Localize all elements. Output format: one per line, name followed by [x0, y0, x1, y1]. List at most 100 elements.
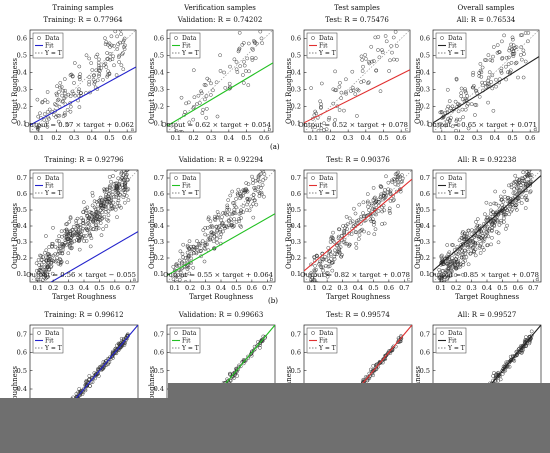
data-point: [492, 201, 497, 206]
y-tick-label: 0.4: [420, 222, 430, 230]
data-point: [382, 196, 387, 201]
scatter-panel-1-1: Training samples Training: R = 0.77964 0.1…: [11, 4, 137, 142]
data-point: [218, 53, 222, 58]
data-point: [464, 235, 468, 240]
data-point: [55, 84, 59, 89]
data-point: [68, 215, 73, 220]
data-point: [71, 224, 76, 229]
legend-data-marker: [174, 36, 178, 40]
data-point: [319, 126, 324, 131]
y-tick-label: 0.2: [420, 103, 430, 111]
y-tick-label: 0.1: [154, 270, 164, 278]
data-point: [519, 45, 524, 49]
data-point: [124, 173, 128, 178]
data-point: [34, 261, 39, 266]
data-point: [396, 175, 401, 180]
data-point: [241, 204, 246, 208]
data-point: [338, 245, 343, 249]
y-tick-label: 0.5: [154, 52, 164, 60]
data-point: [227, 223, 231, 228]
y-tick-label: 0.3: [291, 86, 301, 94]
data-point: [310, 275, 314, 280]
data-point: [238, 223, 242, 228]
data-point: [215, 228, 220, 232]
data-point: [53, 259, 58, 264]
data-point: [331, 101, 336, 106]
data-point: [319, 105, 323, 109]
data-point: [223, 86, 228, 90]
data-points: [174, 30, 265, 132]
data-point: [474, 88, 479, 93]
data-point: [88, 244, 93, 249]
data-point: [461, 260, 466, 265]
data-point: [439, 254, 443, 259]
data-point: [68, 229, 72, 234]
data-point: [499, 70, 504, 75]
data-point: [96, 68, 101, 73]
data-point: [189, 251, 194, 256]
data-point: [386, 351, 390, 355]
data-point: [441, 303, 444, 306]
data-point: [87, 75, 92, 80]
data-point: [445, 87, 450, 92]
data-point: [186, 254, 191, 259]
data-point: [258, 345, 262, 350]
data-point: [200, 239, 205, 243]
data-point: [91, 77, 96, 82]
x-tick-label: 0.5: [231, 284, 241, 292]
data-point: [203, 83, 208, 88]
data-point: [473, 231, 478, 236]
data-point: [326, 117, 331, 122]
data-point: [453, 263, 458, 267]
data-point: [77, 387, 82, 391]
data-point: [480, 80, 484, 85]
data-point: [118, 30, 123, 32]
data-point: [511, 197, 515, 202]
legend-label: Fit: [45, 183, 54, 190]
data-point: [380, 48, 384, 52]
data-point: [122, 45, 126, 49]
y-tick-label: 0.5: [420, 52, 430, 60]
y-tick-label: 0.5: [291, 367, 301, 375]
data-point: [201, 228, 206, 232]
data-point: [457, 250, 462, 255]
legend-data-marker: [37, 176, 41, 180]
x-tick-label: 0.6: [384, 284, 394, 292]
data-point: [124, 172, 129, 177]
data-point: [450, 242, 454, 247]
legend-label: Y = T: [44, 50, 62, 57]
data-point: [504, 363, 509, 368]
data-point: [521, 165, 524, 168]
data-point: [480, 238, 485, 242]
panel-subtitle: Test: R = 0.99574: [326, 311, 390, 319]
data-point: [491, 108, 496, 113]
data-point: [104, 65, 109, 69]
data-point: [192, 95, 197, 100]
scatter-panel-2-4: All: R = 0.92238 0.1 0.2 0.3 0.4 0.5 0.6 0.7 0.1…: [414, 156, 542, 306]
data-point: [111, 204, 116, 209]
y-tick-label: 0.7: [17, 174, 27, 182]
data-point: [378, 184, 383, 188]
data-point: [78, 235, 82, 240]
x-tick-label: 0.5: [94, 284, 104, 292]
data-point: [230, 189, 235, 194]
data-point: [45, 258, 49, 263]
data-point: [197, 249, 202, 254]
data-point: [105, 73, 110, 77]
data-point: [121, 177, 126, 182]
data-point: [478, 68, 483, 73]
y-tick-label: 0.7: [291, 330, 301, 338]
data-point: [342, 108, 346, 113]
data-point: [42, 112, 47, 116]
data-point: [515, 186, 520, 190]
data-point: [105, 51, 109, 55]
data-point: [38, 111, 42, 116]
data-point: [486, 234, 491, 239]
data-point: [466, 102, 470, 106]
data-point: [96, 210, 100, 215]
data-point: [260, 41, 265, 46]
data-point: [77, 93, 81, 98]
data-point: [204, 106, 209, 111]
data-point: [112, 43, 116, 48]
fit-equation: Output = 0.57 × target + 0.062: [24, 121, 134, 129]
